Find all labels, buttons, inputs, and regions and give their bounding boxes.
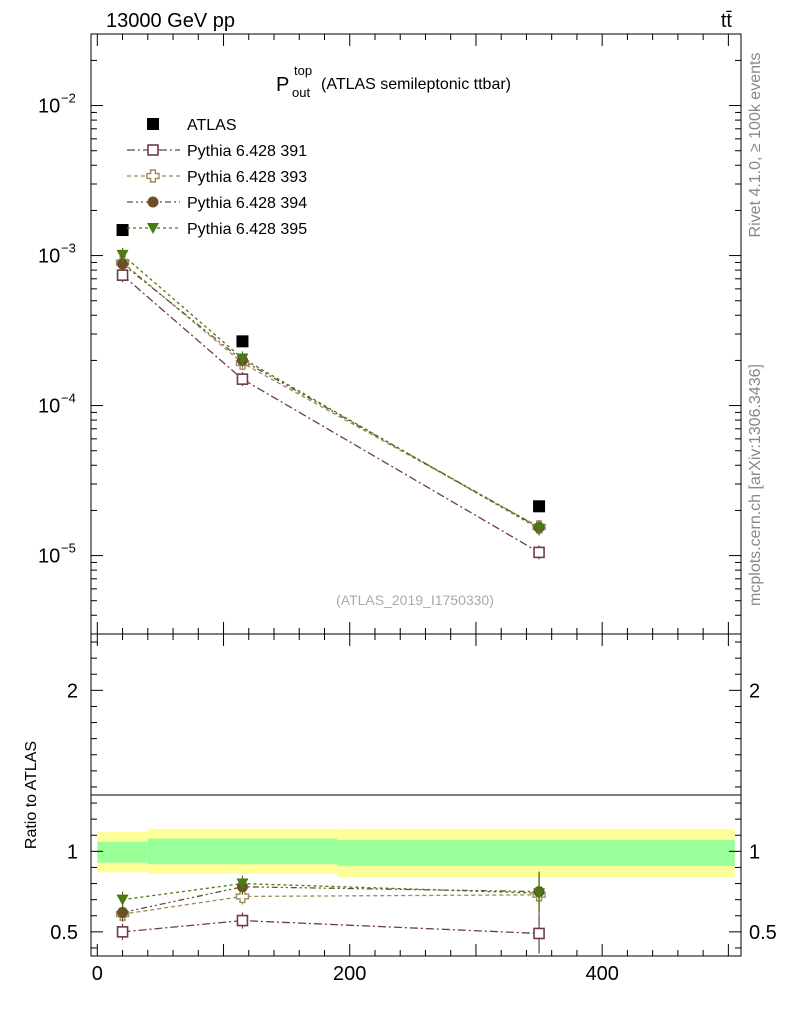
ratio-line-pythia-6-428-395 — [122, 882, 540, 901]
main-point-p395 — [236, 353, 249, 365]
ratio-uncertainty-bands — [97, 828, 735, 878]
main-point-atlas — [236, 335, 249, 348]
main-point-p391 — [533, 546, 545, 559]
legend-marker — [147, 118, 159, 130]
header-right: tt̄ — [721, 10, 733, 32]
header-left: 13000 GeV pp — [106, 10, 235, 32]
ratio-ytick-label-left: 1 — [67, 841, 78, 863]
main-point-p395 — [533, 523, 546, 535]
ratio-ytick-label-right: 1 — [749, 841, 760, 863]
main-point-p395 — [116, 249, 129, 261]
legend-label: Pythia 6.428 394 — [187, 195, 307, 212]
ratio-line-pythia-6-428-394 — [122, 886, 540, 914]
ratio-xtick-label: 0 — [92, 963, 103, 985]
legend-label: Pythia 6.428 395 — [187, 221, 307, 238]
main-series-lines — [122, 254, 540, 553]
main-ytick-exp: −4 — [61, 391, 76, 406]
main-ytick-exp: −2 — [61, 91, 76, 106]
ratio-band-inner — [337, 840, 735, 866]
main-ytick-base: 10 — [38, 546, 60, 568]
title-rest: (ATLAS semileptonic ttbar) — [321, 76, 511, 93]
main-ytick-label: 10 −4 — [38, 391, 76, 418]
main-point-atlas — [116, 224, 129, 237]
legend-entry: Pythia 6.428 395 — [127, 221, 307, 238]
main-ytick-label: 10 −3 — [38, 241, 76, 268]
main-ytick-base: 10 — [38, 246, 60, 268]
main-ytick-label: 10 −2 — [38, 91, 76, 118]
title-main: P — [276, 74, 289, 96]
ratio-series-points — [115, 871, 546, 954]
ratio-point-p394 — [117, 907, 129, 919]
legend-label: Pythia 6.428 393 — [187, 169, 307, 186]
legend-label: Pythia 6.428 391 — [187, 143, 307, 160]
main-ytick-label: 10 −5 — [38, 541, 76, 568]
ratio-ytick-labels: 0.5 0.5 1 1 2 2 — [50, 680, 777, 944]
main-series-points — [115, 224, 546, 560]
ratio-xtick-label: 200 — [333, 963, 366, 985]
mcplots-label: mcplots.cern.ch [arXiv:1306.3436] — [747, 364, 764, 606]
main-point-atlas — [533, 500, 546, 513]
main-axis-ticks — [91, 33, 741, 635]
ratio-ytick-label-left: 2 — [67, 680, 78, 702]
legend-entry: Pythia 6.428 391 — [127, 143, 307, 160]
ratio-band-inner — [97, 841, 148, 863]
ratio-band-inner — [147, 838, 338, 865]
main-point-p394 — [117, 258, 129, 270]
legend-entry: Pythia 6.428 394 — [127, 195, 307, 212]
legend-entry: Pythia 6.428 393 — [127, 169, 307, 186]
legend-marker — [147, 223, 159, 234]
main-panel: 10−510−410−310−2 P top out (ATLAS semile… — [38, 33, 742, 635]
main-ytick-exp: −3 — [61, 241, 76, 256]
ratio-frame — [90, 633, 742, 957]
ratio-point-p395 — [533, 888, 546, 900]
title-sup: top — [294, 63, 312, 78]
legend-entry: ATLAS — [147, 117, 237, 134]
main-line-pythia-6-428-394 — [122, 263, 540, 529]
main-ytick-base: 10 — [38, 396, 60, 418]
analysis-id: (ATLAS_2019_I1750330) — [336, 592, 494, 608]
ratio-point-p391 — [116, 926, 129, 938]
ratio-ylabel: Ratio to ATLAS — [23, 741, 40, 849]
ratio-xtick-labels: 0 200 400 — [92, 963, 619, 985]
ratio-xtick-label: 400 — [585, 963, 618, 985]
ratio-axis-ticks — [91, 634, 741, 956]
legend-marker — [147, 196, 159, 208]
legend: ATLAS Pythia 6.428 391 Pythia 6.428 393 Pyt… — [127, 117, 307, 238]
ratio-ytick-label-left: 0.5 — [50, 922, 78, 944]
ratio-line-pythia-6-428-391 — [122, 919, 540, 935]
title-sub: out — [292, 85, 310, 100]
ratio-ytick-label-right: 2 — [749, 680, 760, 702]
rivet-label: Rivet 4.1.0, ≥ 100k events — [747, 53, 764, 238]
main-line-pythia-6-428-391 — [122, 274, 540, 553]
plot-title: P top out (ATLAS semileptonic ttbar) — [276, 63, 511, 100]
legend-label: ATLAS — [187, 117, 237, 134]
ratio-series-lines — [122, 882, 540, 935]
ratio-point-p391 — [533, 927, 545, 940]
main-point-p391 — [116, 269, 129, 281]
main-line-pythia-6-428-393 — [122, 261, 540, 528]
main-line-pythia-6-428-395 — [122, 254, 540, 530]
ratio-point-p393 — [235, 889, 250, 904]
legend-marker — [147, 144, 159, 156]
main-ytick-exp: −5 — [61, 541, 76, 556]
ratio-point-p395 — [236, 878, 249, 890]
main-ytick-labels: 10−510−410−310−2 — [38, 91, 76, 568]
ratio-line-pythia-6-428-393 — [122, 894, 540, 915]
main-point-p391 — [236, 373, 249, 385]
main-ytick-base: 10 — [38, 96, 60, 118]
ratio-point-p391 — [236, 914, 249, 927]
ratio-point-p395 — [116, 894, 129, 906]
legend-marker — [146, 169, 160, 183]
ratio-panel: 0.5 0.5 1 1 2 2 0 200 400 Ratio to ATLAS — [23, 633, 777, 985]
ratio-ytick-label-right: 0.5 — [749, 922, 777, 944]
